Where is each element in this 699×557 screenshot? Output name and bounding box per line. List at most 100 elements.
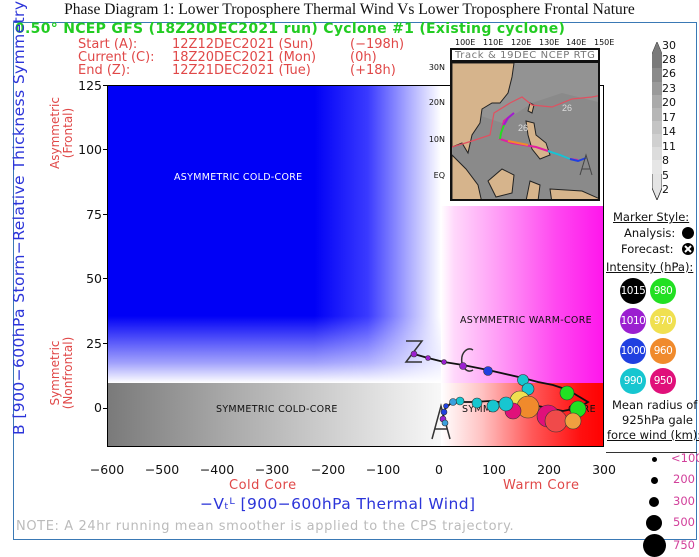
intensity-960: 960 <box>650 338 676 364</box>
radius-label: 500 <box>673 515 695 529</box>
intensity-title: Intensity (hPa): <box>606 260 694 274</box>
intensity-1010: 1010 <box>620 308 646 334</box>
y-axis-frontal-text: (Frontal) <box>61 107 75 159</box>
y-tick-0: 0 <box>94 400 102 415</box>
y-tick-75: 75 <box>86 207 102 222</box>
svg-text:26: 26 <box>562 103 572 113</box>
radius-label: 300 <box>673 494 695 508</box>
sst-label: 8 <box>662 154 669 167</box>
map-title: Track & 19DEC NCEP RTG SST <box>450 48 600 62</box>
y-axis-asymmetric-label: Asymmetric (Frontal) <box>48 93 75 173</box>
radius-title-line3: force wind (km): <box>607 428 699 442</box>
x-axis-title: −Vₜᴸ [900−600hPa Thermal Wind] <box>200 495 476 513</box>
x-tick--200: −200 <box>310 462 346 477</box>
radius-label: 750 <box>673 538 695 552</box>
y-tick-100: 100 <box>78 142 102 157</box>
quadrant-label-scc: SYMMETRIC COLD-CORE <box>216 404 338 415</box>
end-time: 12Z21DEC2021 (Tue) <box>172 63 311 78</box>
svg-text:26: 26 <box>518 123 528 133</box>
y-tick-25: 25 <box>86 336 102 351</box>
y-tickmark <box>103 278 107 279</box>
lat-label: 30N <box>428 63 445 72</box>
quadrant-label-acc: ASYMMETRIC COLD-CORE <box>174 172 303 183</box>
intensity-970: 970 <box>650 308 676 334</box>
end-offset: (+18h) <box>350 63 396 78</box>
radius-label: 200 <box>673 472 695 486</box>
map-graphic: 26 26 <box>452 63 598 199</box>
analysis-marker-icon <box>682 227 694 239</box>
lon-label: 100E <box>455 38 476 47</box>
sst-label: 28 <box>662 53 676 66</box>
model-run-line: 0.50° NCEP GFS (18Z20DEC2021 run) Cyclon… <box>15 21 566 37</box>
x-tick--600: −600 <box>89 462 125 477</box>
x-axis-cold-core-label: Cold Core <box>229 478 297 493</box>
forecast-label: Forecast: <box>621 242 674 256</box>
radius-title-line2: 925hPa gale <box>622 413 693 427</box>
lon-label: 140E <box>566 38 587 47</box>
radius-dot-300 <box>649 497 659 507</box>
radius-dot-200 <box>651 477 658 484</box>
lon-label: 130E <box>539 38 560 47</box>
current-label: Current (C): <box>78 50 155 65</box>
y-tickmark <box>103 214 107 215</box>
lon-label: 110E <box>483 38 504 47</box>
sst-label: 5 <box>662 169 669 182</box>
sst-label: 20 <box>662 96 676 109</box>
radius-label: <100 <box>671 451 699 465</box>
chart-frame <box>13 22 697 540</box>
lat-label: 20N <box>428 98 445 107</box>
y-axis-title: B [900−600hPa Storm−Relative Thickness S… <box>10 0 28 435</box>
cold-core-fade <box>108 316 441 383</box>
intensity-950: 950 <box>650 368 676 394</box>
sst-label: 23 <box>662 82 676 95</box>
x-tick-100: 100 <box>482 462 506 477</box>
current-time: 18Z20DEC2021 (Mon) <box>172 50 317 65</box>
sst-label: 30 <box>662 39 676 52</box>
x-tick--500: −500 <box>144 462 180 477</box>
symmetric-cold-core-region <box>108 383 441 446</box>
trajectory-points <box>410 350 587 433</box>
y-tick-50: 50 <box>86 271 102 286</box>
legend-divider <box>606 452 697 453</box>
forecast-marker-icon <box>682 243 694 255</box>
sst-label: 14 <box>662 125 676 138</box>
lon-label: 150E <box>594 38 615 47</box>
y-tickmark <box>103 343 107 344</box>
lon-label: 120E <box>511 38 532 47</box>
x-tick--300: −300 <box>254 462 290 477</box>
chart-title: Phase Diagram 1: Lower Troposphere Therm… <box>64 1 635 18</box>
y-tickmark <box>103 149 107 150</box>
x-axis-warm-core-label: Warm Core <box>503 478 580 493</box>
intensity-1000: 1000 <box>620 338 646 364</box>
radius-title-line1: Mean radius of <box>612 398 698 412</box>
sst-label: 2 <box>662 183 669 196</box>
x-tick--100: −100 <box>365 462 401 477</box>
radius-dot-100 <box>652 457 657 462</box>
intensity-1015: 1015 <box>620 278 646 304</box>
lat-label: EQ <box>433 171 445 180</box>
start-label: Start (A): <box>78 37 138 52</box>
smoother-note: NOTE: A 24hr running mean smoother is ap… <box>16 519 515 534</box>
x-tick-300: 300 <box>592 462 616 477</box>
marker-style-title: Marker Style: <box>613 210 690 224</box>
y-tick-125: 125 <box>78 78 102 93</box>
letter-a-marker <box>431 403 451 440</box>
x-tick--400: −400 <box>199 462 235 477</box>
analysis-label: Analysis: <box>624 226 676 240</box>
end-label: End (Z): <box>78 63 131 78</box>
current-offset: (0h) <box>350 50 377 65</box>
track-sst-map: 26 26 <box>450 61 600 201</box>
start-time: 12Z12DEC2021 (Sun) <box>172 37 314 52</box>
y-tickmark <box>103 85 107 86</box>
intensity-990: 990 <box>620 368 646 394</box>
radius-dot-500 <box>646 515 662 531</box>
letter-c-marker <box>460 348 474 372</box>
sst-label: 17 <box>662 111 676 124</box>
x-tick-200: 200 <box>537 462 561 477</box>
intensity-980: 980 <box>650 278 676 304</box>
lat-label: 10N <box>428 135 445 144</box>
start-offset: (−198h) <box>350 37 405 52</box>
x-tick-0: 0 <box>435 462 443 477</box>
quadrant-label-awc: ASYMMETRIC WARM-CORE <box>460 315 592 326</box>
sst-label: 11 <box>662 140 676 153</box>
